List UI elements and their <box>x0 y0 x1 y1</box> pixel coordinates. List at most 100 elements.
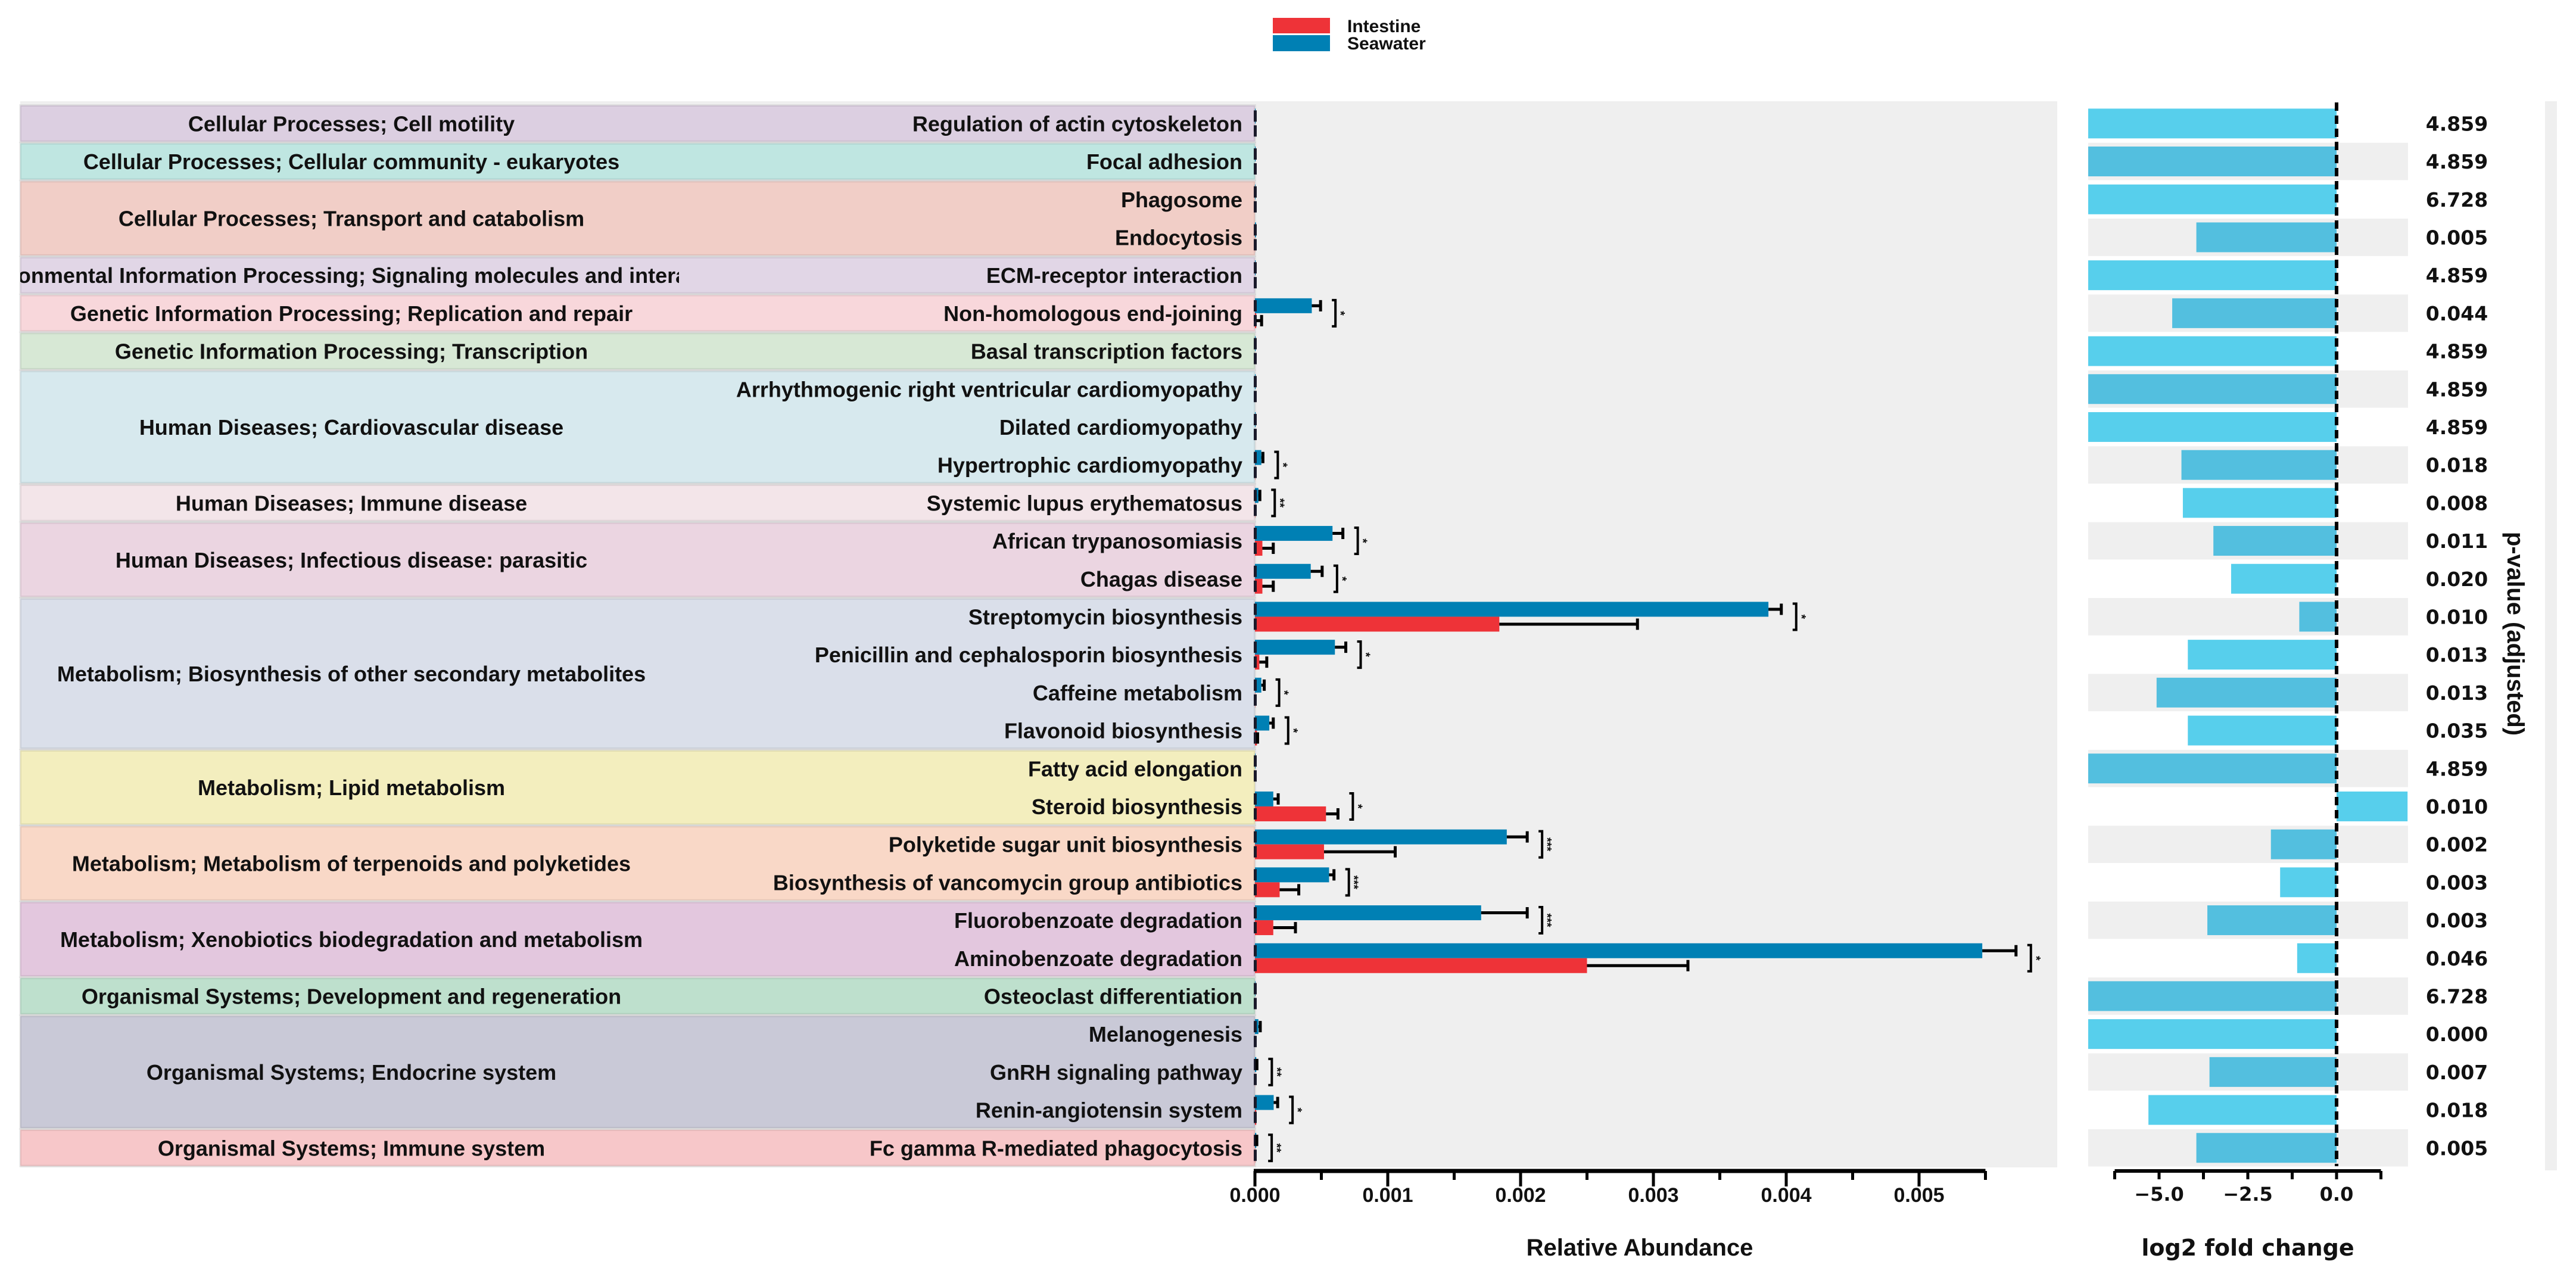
group-label: Metabolism; Lipid metabolism <box>198 775 505 800</box>
pathway-label: Osteoclast differentiation <box>984 984 1242 1008</box>
bar-base-seawater <box>1254 603 1257 615</box>
bar-base-intestine <box>1254 846 1257 858</box>
bar-seawater <box>1255 867 1329 883</box>
log2fc-bar <box>2088 981 2337 1011</box>
bar-base-intestine <box>1254 998 1257 1010</box>
significance-stars: * <box>1795 615 1808 619</box>
significance-bracket <box>1268 1057 1273 1086</box>
bar-intestine <box>1255 578 1263 594</box>
group-band <box>19 180 1256 257</box>
bar-intestine <box>1255 655 1260 670</box>
group-label: Organismal Systems; Development and rege… <box>82 984 621 1008</box>
log2fc-bar <box>2088 1019 2337 1049</box>
group-band <box>19 294 1256 333</box>
legend-label-intestine: Intestine <box>1347 17 1421 36</box>
right-edge-strip <box>2545 101 2557 1170</box>
significance-stars: * <box>2029 956 2042 961</box>
bar-seawater <box>1255 526 1333 541</box>
group-band <box>19 521 1256 599</box>
bar-seawater <box>1255 791 1273 806</box>
bar-base-seawater <box>1254 831 1257 843</box>
log2fc-bar <box>2280 867 2337 898</box>
bar-base-intestine <box>1254 201 1257 213</box>
significance-stars: ** <box>1270 1067 1283 1077</box>
log2fc-bar <box>2088 753 2337 784</box>
bar-base-intestine <box>1254 770 1257 782</box>
pvalue-label: 6.728 <box>2426 985 2488 1008</box>
bar-base-seawater <box>1254 907 1257 919</box>
log2fc-bar <box>2088 336 2337 366</box>
x-tick-label-abundance: 0.002 <box>1495 1184 1546 1207</box>
pvalue-label: 0.003 <box>2426 871 2488 894</box>
pathway-label: Penicillin and cephalosporin biosynthesi… <box>815 643 1242 667</box>
significance-stars: *** <box>1347 876 1360 890</box>
log2fc-bar <box>2196 222 2337 253</box>
bar-base-seawater <box>1254 1135 1257 1147</box>
bar-base-seawater <box>1254 451 1257 463</box>
pathway-label: Biosynthesis of vancomycin group antibio… <box>773 870 1242 895</box>
bar-seawater <box>1255 450 1261 465</box>
group-label: Environmental Information Processing; Si… <box>0 263 739 288</box>
significance-stars: * <box>1351 804 1364 809</box>
bar-base-seawater <box>1254 110 1257 122</box>
significance-stars: ** <box>1273 499 1286 508</box>
group-label: Cellular Processes; Cellular community -… <box>83 149 619 174</box>
bar-base-intestine <box>1254 353 1257 365</box>
significance-stars: * <box>1356 538 1369 543</box>
pvalue-label: 0.010 <box>2426 795 2488 818</box>
bar-base-intestine <box>1254 428 1257 440</box>
pvalue-label: 0.013 <box>2426 681 2488 705</box>
pvalue-label: 0.010 <box>2426 605 2488 628</box>
group-label: Human Diseases; Cardiovascular disease <box>139 415 563 440</box>
row-stripe <box>2088 826 2408 863</box>
bar-base-intestine <box>1254 580 1257 592</box>
significance-stars: *** <box>1540 837 1553 852</box>
pathway-label: Melanogenesis <box>1089 1022 1242 1046</box>
significance-bracket <box>1354 527 1359 556</box>
pathway-label: Streptomycin biosynthesis <box>968 605 1242 629</box>
significance-bracket <box>1345 868 1350 897</box>
bar-intestine <box>1255 806 1326 821</box>
bar-base-seawater <box>1254 148 1257 160</box>
log2fc-bar <box>2088 374 2337 404</box>
axes: 0.000 0.001 0.002 0.003 0.004 0.005 −5.0 −2.5 0.… <box>1229 1169 2382 1207</box>
group-label: Organismal Systems; Endocrine system <box>147 1060 556 1085</box>
bar-base-intestine <box>1254 277 1257 289</box>
bar-seawater <box>1255 602 1769 617</box>
pvalue-label: 4.859 <box>2426 264 2488 287</box>
pathway-label: Flavonoid biosynthesis <box>1004 719 1242 743</box>
log2fc-bar <box>2188 640 2337 670</box>
pvalue-label: 0.046 <box>2426 947 2488 970</box>
pathway-label: African trypanosomiasis <box>992 529 1242 553</box>
significance-bracket <box>1268 1133 1273 1163</box>
pathway-label: Fc gamma R-mediated phagocytosis <box>870 1136 1242 1160</box>
pathway-label: Fluorobenzoate degradation <box>954 908 1242 933</box>
significance-bracket <box>1332 298 1337 328</box>
pathway-label: Chagas disease <box>1080 567 1242 591</box>
legend: Intestine Seawater <box>1273 17 1426 54</box>
log2fc-bar <box>2088 184 2337 214</box>
pathway-label: Systemic lupus erythematosus <box>927 491 1242 515</box>
pvalue-label: 0.044 <box>2426 302 2488 325</box>
log2fc-bar <box>2088 147 2337 177</box>
log2fc-bar <box>2088 108 2337 139</box>
bar-base-seawater <box>1254 945 1257 957</box>
group-band <box>19 977 1256 1016</box>
pvalue-label: 0.008 <box>2426 491 2488 515</box>
significance-stars: * <box>1334 311 1347 316</box>
bar-intestine <box>1255 958 1587 973</box>
pathway-label: Caffeine metabolism <box>1033 681 1242 705</box>
significance-bracket <box>1274 450 1279 479</box>
log2fc-bar <box>2182 488 2337 518</box>
pvalue-label: 4.859 <box>2426 150 2488 173</box>
pvalue-label: 6.728 <box>2426 188 2488 211</box>
bar-base-intestine <box>1254 922 1257 934</box>
x-tick-label-abundance: 0.004 <box>1761 1184 1811 1207</box>
legend-swatch-intestine <box>1273 18 1330 33</box>
bar-base-intestine <box>1254 314 1257 326</box>
pathway-groups: Cellular Processes; Cell motility Cellula… <box>0 104 1256 1167</box>
significance-stars: *** <box>1540 913 1553 927</box>
pathway-label: Arrhythmogenic right ventricular cardiom… <box>736 377 1242 401</box>
log2fc-bar <box>2231 563 2337 594</box>
bar-base-intestine <box>1254 618 1257 630</box>
